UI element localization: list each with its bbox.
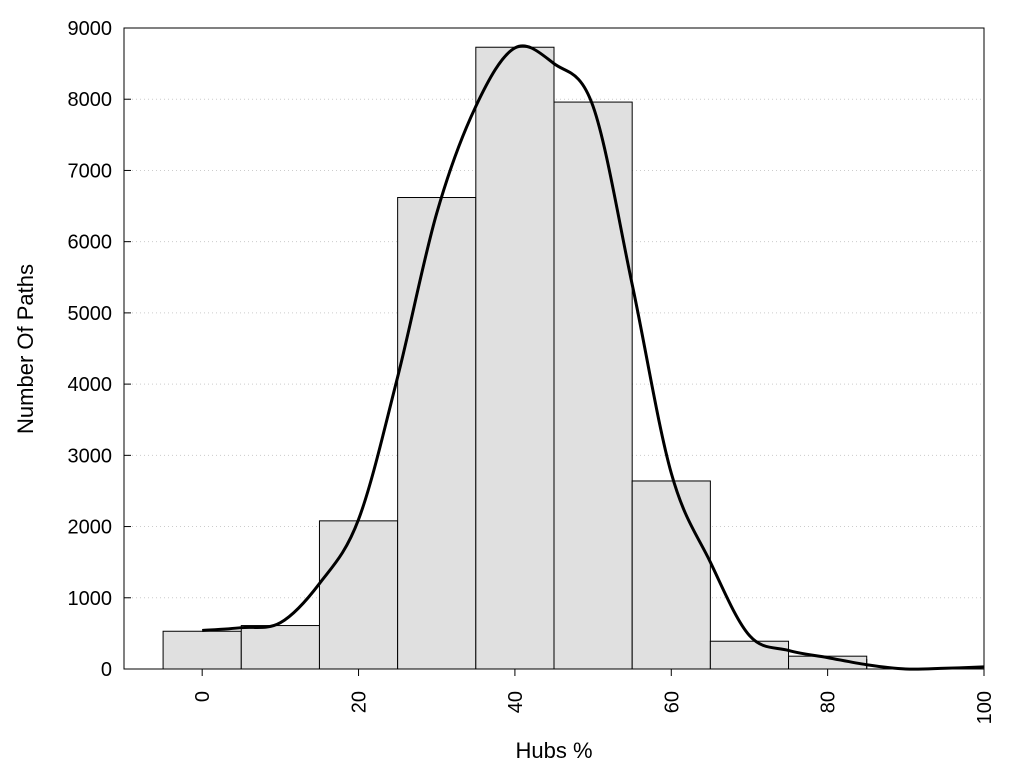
x-tick-label: 40 (505, 691, 527, 713)
x-axis-ticks: 0 20 40 60 80 100 (192, 669, 996, 724)
histogram-bar (318, 520, 399, 670)
x-axis-label: Hubs % (515, 738, 592, 763)
histogram-bar (240, 625, 320, 670)
y-tick-label: 7000 (68, 160, 113, 182)
y-axis-label: Number Of Paths (13, 264, 38, 434)
y-tick-label: 6000 (68, 232, 113, 254)
y-tick-label: 5000 (68, 303, 113, 325)
x-tick-label: 100 (974, 691, 996, 724)
y-tick-label: 4000 (68, 374, 113, 396)
bars (162, 46, 868, 670)
y-tick-label: 0 (101, 659, 112, 681)
density-curve (202, 44, 985, 671)
grid-lines (124, 98, 984, 599)
histogram-bar (475, 46, 555, 670)
histogram-bar (553, 101, 633, 670)
x-tick-label: 0 (192, 691, 214, 702)
x-tick-label: 80 (818, 691, 840, 713)
plot-frame (123, 27, 985, 670)
y-tick-label: 1000 (68, 588, 113, 610)
x-tick-label: 20 (349, 691, 371, 713)
y-tick-label: 3000 (68, 445, 113, 467)
y-tick-label: 9000 (68, 18, 113, 40)
histogram-bar (162, 630, 242, 670)
y-tick-label: 8000 (68, 89, 113, 111)
histogram-bar (709, 640, 790, 670)
density-curve-group (202, 44, 985, 671)
histogram-bar (397, 197, 477, 670)
y-axis-ticks: 0 1000 2000 3000 4000 5000 6000 7000 8000 9000 (68, 18, 131, 681)
histogram-bar (631, 480, 711, 670)
x-tick-label: 60 (661, 691, 683, 713)
y-tick-label: 2000 (68, 517, 113, 539)
